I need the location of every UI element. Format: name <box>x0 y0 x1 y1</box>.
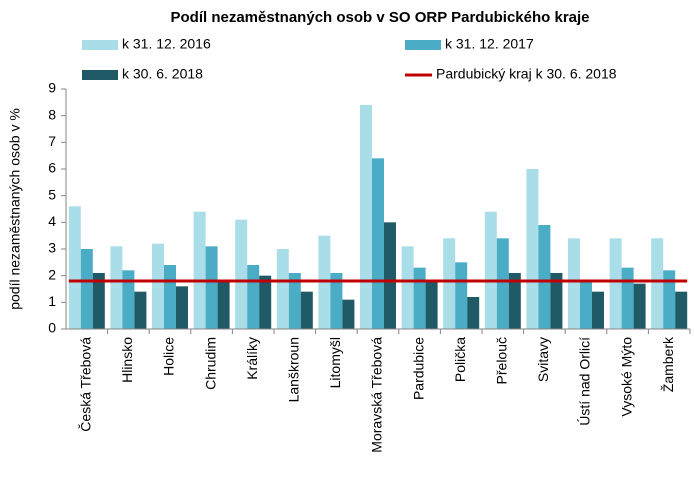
bar <box>413 267 426 329</box>
x-tick-label: Přelouč <box>494 337 510 384</box>
x-tick-label: Vysoké Mýto <box>618 337 634 417</box>
bar <box>675 291 688 329</box>
y-tick-label: 2 <box>48 266 56 282</box>
bar <box>372 158 384 329</box>
bar <box>467 297 480 329</box>
legend-label: k 31. 12. 2017 <box>445 36 534 52</box>
bar <box>425 281 438 329</box>
bar <box>384 222 396 329</box>
y-axis-label: podíl nezaměstnaných osob v % <box>7 108 23 310</box>
bar <box>621 267 634 329</box>
bar <box>176 286 188 329</box>
bar <box>633 283 646 329</box>
bar <box>443 238 456 329</box>
bar <box>508 273 521 329</box>
bar <box>550 273 563 329</box>
y-tick-label: 5 <box>48 186 56 202</box>
bar <box>110 246 123 329</box>
bar <box>247 265 260 329</box>
x-tick-label: Česká Třebová <box>78 337 94 432</box>
bar <box>360 105 372 329</box>
bar <box>484 211 497 329</box>
x-tick-label: Hlinsko <box>119 337 135 383</box>
x-tick-label: Svitavy <box>535 337 551 382</box>
y-tick-label: 0 <box>48 320 56 336</box>
legend-label: k 31. 12. 2016 <box>122 36 211 52</box>
legend-label: Pardubický kraj k 30. 6. 2018 <box>436 66 617 82</box>
legend-swatch <box>82 70 118 80</box>
bar <box>526 169 539 329</box>
bar <box>152 243 164 329</box>
bar <box>288 273 301 329</box>
y-tick-label: 4 <box>48 213 56 229</box>
bar <box>68 206 81 329</box>
legend-label: k 30. 6. 2018 <box>122 66 203 82</box>
bar <box>455 262 468 329</box>
bar <box>217 281 230 329</box>
bar <box>663 270 676 329</box>
bar <box>330 273 343 329</box>
bar <box>193 211 206 329</box>
legend-swatch <box>405 40 441 50</box>
bar <box>538 225 551 329</box>
bar <box>580 281 592 329</box>
bar <box>122 270 135 329</box>
x-tick-label: Moravská Třebová <box>369 337 385 453</box>
x-tick-label: Pardubice <box>410 337 426 400</box>
x-tick-label: Králíky <box>244 337 260 380</box>
x-tick-label: Lanškroun <box>286 337 302 402</box>
x-tick-label: Žamberk <box>660 336 676 392</box>
y-tick-label: 6 <box>48 160 56 176</box>
chart-title: Podíl nezaměstnaných osob v SO ORP Pardu… <box>170 9 589 26</box>
x-tick-label: Litomyšl <box>327 337 343 388</box>
bar <box>205 246 218 329</box>
x-tick-label: Chrudim <box>202 337 218 390</box>
y-tick-label: 8 <box>48 106 56 122</box>
bar <box>134 291 147 329</box>
bar <box>276 249 289 329</box>
y-tick-label: 9 <box>48 80 56 96</box>
bar <box>164 265 176 329</box>
bar <box>592 291 604 329</box>
x-tick-label: Polička <box>452 337 468 382</box>
y-tick-label: 3 <box>48 240 56 256</box>
x-tick-label: Holice <box>161 337 177 376</box>
bar <box>235 219 248 329</box>
bar <box>496 238 509 329</box>
bar <box>342 299 355 329</box>
bar <box>609 238 622 329</box>
bar <box>651 238 664 329</box>
bar <box>568 238 580 329</box>
x-tick-label: Ústí nad Orlicí <box>577 337 593 426</box>
bar <box>401 246 414 329</box>
bar <box>92 273 105 329</box>
y-tick-label: 7 <box>48 133 56 149</box>
legend-swatch <box>82 40 118 50</box>
y-tick-label: 1 <box>48 293 56 309</box>
bar <box>80 249 93 329</box>
bar <box>259 275 272 329</box>
bar <box>300 291 313 329</box>
